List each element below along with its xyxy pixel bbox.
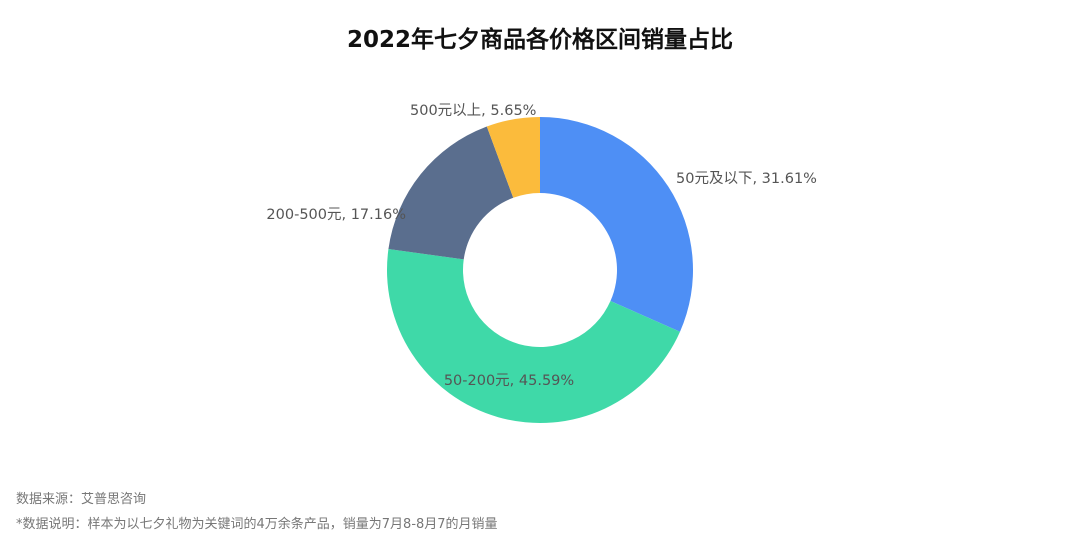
slice-label: 200-500元, 17.16% xyxy=(266,207,406,223)
source: 数据来源：艾普思咨询 xyxy=(16,492,146,507)
slice-label: 50元及以下, 31.61% xyxy=(676,171,817,187)
slice-label: 500元以上, 5.65% xyxy=(410,102,536,119)
chart-title: 2022年七夕商品各价格区间销量占比 xyxy=(347,26,733,53)
donut-slice xyxy=(387,248,681,423)
note: *数据说明：样本为以七夕礼物为关键词的4万余条产品，销量为7月8-8月7的月销量 xyxy=(16,516,498,532)
donut-slice xyxy=(486,117,540,198)
donut-slice xyxy=(540,117,693,332)
donut-slice xyxy=(388,126,514,260)
slice-label: 50-200元, 45.59% xyxy=(444,373,574,389)
